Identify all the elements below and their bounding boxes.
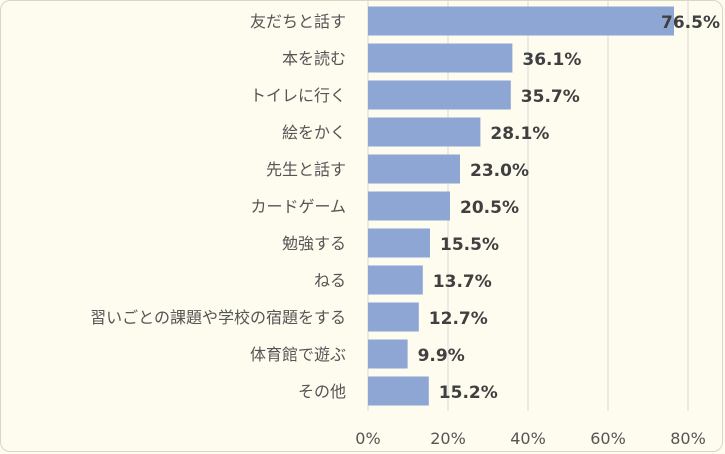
bar-8	[368, 302, 419, 332]
category-label-5: カードゲーム	[250, 197, 346, 216]
bar-9	[368, 339, 408, 369]
bar-0	[368, 6, 674, 36]
value-label-1: 36.1%	[522, 50, 581, 70]
value-label-5: 20.5%	[460, 198, 519, 218]
value-label-4: 23.0%	[470, 161, 529, 181]
value-label-10: 15.2%	[439, 383, 498, 403]
category-label-6: 勉強する	[282, 234, 346, 253]
category-label-9: 体育館で遊ぶ	[250, 345, 346, 364]
value-label-9: 9.9%	[418, 346, 465, 366]
x-tick-label-1: 20%	[430, 429, 466, 448]
value-label-3: 28.1%	[490, 124, 549, 144]
x-tick-label-4: 80%	[670, 429, 706, 448]
category-label-8: 習いごとの課題や学校の宿題をする	[90, 308, 346, 327]
value-label-0: 76.5%	[661, 13, 720, 33]
x-axis-tick-labels: 0% 20% 40% 60% 80%	[355, 429, 705, 448]
bar-2	[368, 80, 511, 110]
value-label-8: 12.7%	[429, 309, 488, 329]
bar-7	[368, 265, 423, 295]
bars	[368, 6, 674, 406]
bar-4	[368, 154, 460, 184]
bar-6	[368, 228, 430, 258]
bar-5	[368, 191, 450, 221]
category-labels: 友だちと話す本を読むトイレに行く絵をかく先生と話すカードゲーム勉強するねる習いご…	[90, 12, 346, 401]
category-label-10: その他	[298, 382, 346, 401]
x-tick-label-0: 0%	[355, 429, 380, 448]
value-labels: 76.5% 36.1% 35.7% 28.1% 23.0% 20.5% 15.5% 13.7%…	[418, 13, 720, 403]
category-label-7: ねる	[314, 271, 346, 290]
value-label-7: 13.7%	[433, 272, 492, 292]
category-label-4: 先生と話す	[266, 160, 346, 179]
category-label-0: 友だちと話す	[250, 12, 346, 31]
value-label-6: 15.5%	[440, 235, 499, 255]
category-label-1: 本を読む	[282, 49, 346, 68]
bar-3	[368, 117, 481, 147]
category-label-3: 絵をかく	[282, 123, 346, 142]
bar-1	[368, 43, 513, 73]
x-tick-label-2: 40%	[510, 429, 546, 448]
x-tick-label-3: 60%	[590, 429, 626, 448]
value-label-2: 35.7%	[521, 87, 580, 107]
category-label-2: トイレに行く	[250, 86, 346, 105]
bar-10	[368, 376, 429, 406]
